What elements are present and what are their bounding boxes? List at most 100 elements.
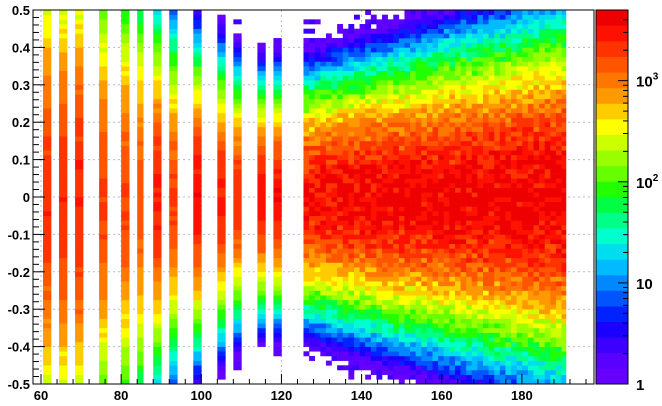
heatmap-cell	[516, 281, 523, 287]
heatmap-cell	[505, 197, 512, 202]
heatmap-cell	[43, 369, 52, 375]
heatmap-cell	[511, 47, 517, 53]
heatmap-cell	[303, 248, 310, 254]
heatmap-cell	[99, 215, 108, 221]
heatmap-cell	[466, 154, 473, 160]
heatmap-cell	[404, 369, 411, 375]
heatmap-cell	[393, 126, 400, 132]
heatmap-cell	[376, 84, 383, 90]
heatmap-cell	[533, 178, 540, 184]
heatmap-cell	[365, 28, 372, 34]
heatmap-cell	[169, 80, 178, 86]
heatmap-cell	[410, 285, 416, 291]
colorbar-tick-label: 10	[636, 276, 653, 293]
heatmap-cell	[471, 267, 478, 273]
heatmap-cell	[421, 290, 428, 296]
heatmap-cell	[533, 290, 540, 296]
heatmap-cell	[432, 89, 439, 95]
heatmap-cell	[527, 323, 534, 329]
heatmap-cell	[325, 341, 332, 347]
heatmap-cell	[483, 173, 489, 179]
heatmap-cell	[460, 10, 467, 15]
heatmap-cell	[432, 10, 439, 15]
heatmap-cell	[544, 309, 551, 315]
heatmap-cell	[449, 225, 456, 231]
heatmap-cell	[393, 168, 400, 174]
heatmap-cell	[449, 140, 456, 146]
heatmap-cell	[337, 355, 344, 361]
heatmap-cell	[426, 299, 433, 305]
heatmap-cell	[426, 323, 433, 329]
colorbar-segment	[596, 72, 628, 89]
heatmap-cell	[217, 374, 226, 380]
heatmap-cell	[137, 159, 144, 165]
heatmap-cell	[303, 98, 310, 104]
heatmap-cell	[449, 299, 456, 305]
heatmap-cell	[544, 215, 551, 221]
heatmap-cell	[59, 187, 68, 193]
heatmap-cell	[370, 313, 377, 319]
heatmap-cell	[499, 94, 506, 100]
heatmap-cell	[314, 304, 321, 310]
heatmap-cell	[376, 318, 383, 324]
heatmap-cell	[320, 281, 327, 287]
heatmap-cell	[544, 206, 551, 212]
heatmap-cell	[404, 112, 411, 118]
heatmap-cell	[387, 229, 394, 235]
heatmap-cell	[522, 341, 529, 347]
heatmap-cell	[257, 337, 266, 343]
heatmap-cell	[516, 38, 523, 44]
heatmap-cell	[466, 215, 473, 221]
heatmap-cell	[533, 295, 540, 301]
heatmap-cell	[533, 122, 540, 128]
heatmap-cell	[153, 276, 162, 282]
heatmap-cell	[505, 24, 512, 29]
heatmap-cell	[257, 122, 266, 128]
x-tick-label: 140	[351, 388, 373, 403]
heatmap-cell	[527, 220, 534, 226]
heatmap-cell	[325, 150, 332, 156]
heatmap-cell	[99, 369, 108, 375]
heatmap-cell	[421, 369, 428, 375]
heatmap-cell	[387, 168, 394, 174]
heatmap-cell	[494, 164, 501, 170]
heatmap-cell	[353, 182, 360, 188]
heatmap-cell	[169, 276, 178, 282]
heatmap-cell	[483, 318, 489, 324]
heatmap-cell	[320, 75, 327, 81]
heatmap-cell	[398, 52, 405, 58]
heatmap-cell	[309, 154, 315, 160]
heatmap-cell	[382, 89, 388, 95]
heatmap-cell	[217, 159, 226, 165]
heatmap-cell	[477, 313, 484, 319]
heatmap-cell	[438, 136, 445, 142]
heatmap-cell	[337, 28, 344, 34]
heatmap-cell	[320, 346, 327, 352]
heatmap-cell	[359, 271, 366, 277]
heatmap-cell	[477, 66, 484, 72]
heatmap-cell	[337, 248, 344, 254]
heatmap-cell	[309, 211, 315, 216]
heatmap-cell	[153, 24, 162, 29]
heatmap-cell	[273, 108, 282, 114]
heatmap-cell	[432, 168, 439, 174]
heatmap-cell	[353, 140, 360, 146]
heatmap-cell	[365, 355, 372, 361]
heatmap-cell	[494, 299, 501, 305]
heatmap-cell	[233, 323, 242, 329]
heatmap-cell	[488, 103, 495, 109]
heatmap-cell	[499, 299, 506, 305]
heatmap-cell	[99, 192, 108, 198]
heatmap-cell	[121, 122, 130, 128]
heatmap-cell	[426, 10, 433, 15]
heatmap-cell	[471, 346, 478, 352]
heatmap-cell	[325, 220, 332, 226]
heatmap-cell	[353, 187, 360, 193]
heatmap-cell	[348, 61, 355, 67]
heatmap-cell	[438, 98, 445, 104]
heatmap-cell	[153, 332, 162, 338]
heatmap-cell	[353, 117, 360, 123]
heatmap-cell	[555, 140, 562, 146]
heatmap-cell	[169, 10, 178, 15]
heatmap-cell	[443, 355, 450, 361]
